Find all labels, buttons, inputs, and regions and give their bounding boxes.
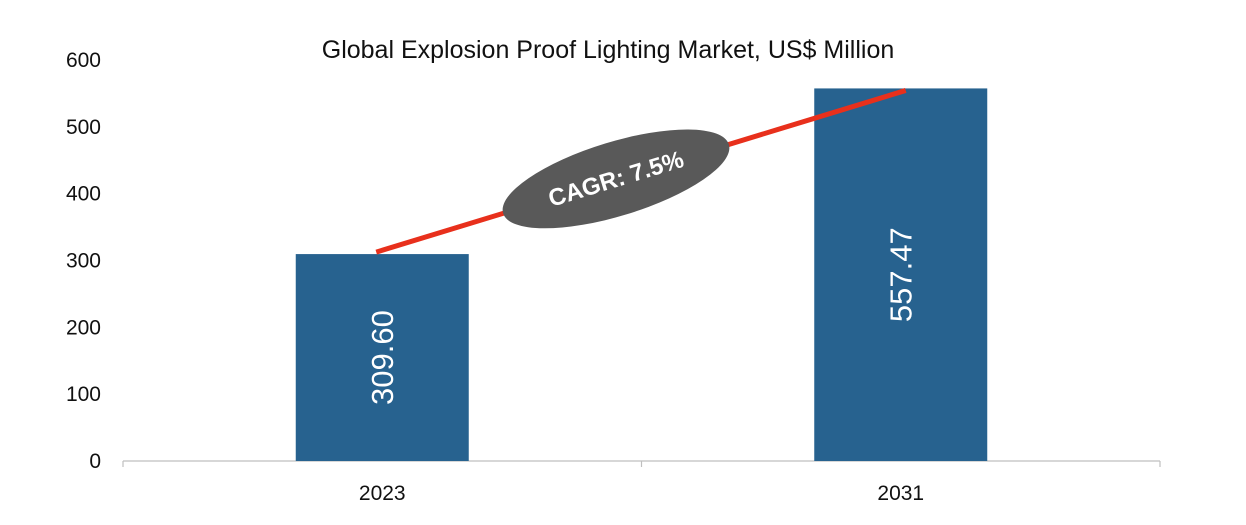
y-tick-label: 500	[66, 116, 101, 139]
trend-annotation: CAGR: 7.5%	[375, 88, 907, 255]
cagr-badge	[502, 129, 730, 229]
x-axis: 2023 2031	[122, 460, 1161, 505]
y-tick-label: 0	[89, 450, 101, 473]
x-tick-label: 2023	[359, 482, 406, 505]
bars: 309.60 557.47	[295, 88, 988, 461]
y-tick-label: 300	[66, 250, 101, 273]
y-axis: 0 100 200 300 400 500 600	[66, 49, 101, 473]
bar-value-label: 309.60	[365, 310, 400, 405]
y-tick-label: 400	[66, 183, 101, 206]
bar-2031	[814, 88, 988, 461]
y-tick-label: 600	[66, 49, 101, 72]
y-tick-label: 100	[66, 383, 101, 406]
bar-2023	[295, 254, 469, 461]
chart-title: Global Explosion Proof Lighting Market, …	[322, 36, 895, 64]
x-tick-label: 2031	[877, 482, 924, 505]
y-tick-label: 200	[66, 316, 101, 339]
bar-value-label: 557.47	[884, 227, 919, 322]
